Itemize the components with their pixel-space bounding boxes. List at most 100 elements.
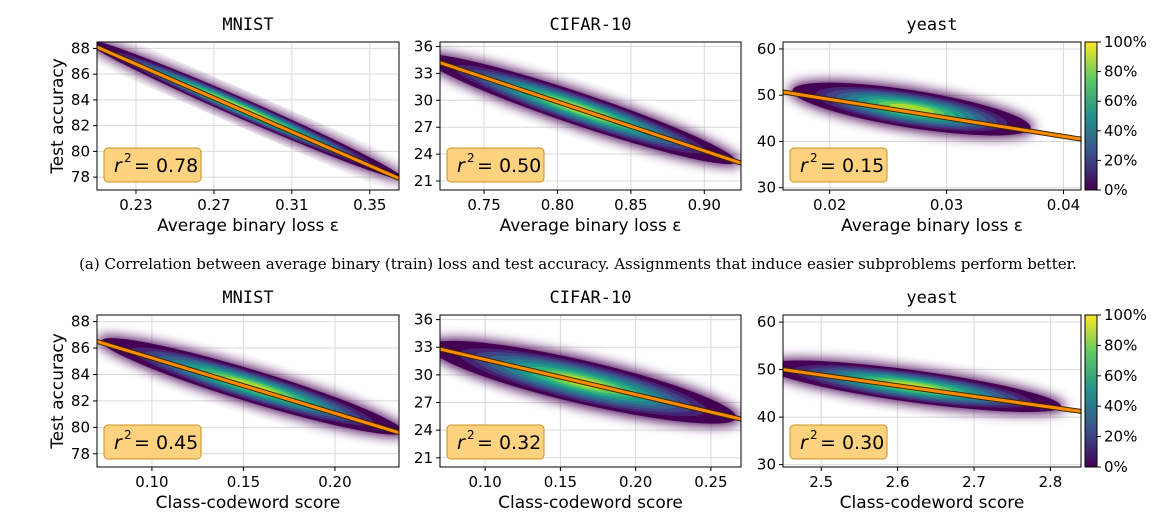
y-tick-label: 50 (757, 86, 776, 104)
x-axis-label: Average binary loss ε (500, 216, 682, 236)
axes-frame (439, 41, 742, 191)
colorbar-tick-label: 20% (1104, 428, 1137, 446)
y-tick-label: 60 (757, 40, 776, 58)
panel-title: CIFAR-10 (550, 288, 632, 308)
x-tick-label: 0.15 (544, 473, 577, 491)
x-tick-label: 0.04 (1047, 196, 1080, 214)
r2-exponent: 2 (467, 428, 475, 442)
colorbar-tick-label: 80% (1104, 336, 1137, 354)
r2-badge (446, 424, 545, 460)
chart-panel-1: 0.23 0.27 0.31 0.35 78 80 82 84 86 88 MNIST Average… (48, 15, 400, 236)
r2-exponent: 2 (124, 151, 132, 165)
y-tick-label: 24 (414, 421, 433, 439)
r2-badge (103, 424, 202, 460)
chart-panel-3: 0.02 0.03 0.04 30 40 50 60 yeast Average binary … (757, 15, 1082, 236)
y-tick-label: 88 (71, 39, 90, 57)
density-cloud (788, 80, 1035, 138)
axes-frame (96, 41, 400, 191)
y-tick-label: 82 (71, 392, 90, 410)
x-tick-label: 0.35 (353, 196, 386, 214)
r2-exponent: 2 (124, 428, 132, 442)
colorbar-tick-label: 40% (1104, 397, 1137, 415)
r2-badge (789, 147, 888, 183)
x-axis-label: Class-codeword score (840, 493, 1025, 513)
x-tick-label: 0.23 (119, 196, 152, 214)
colorbar-scale (1084, 41, 1098, 191)
r2-value: = 0.15 (820, 155, 884, 177)
x-axis-label: Average binary loss ε (841, 216, 1023, 236)
y-tick-label: 30 (757, 179, 776, 197)
y-tick-label: 86 (71, 65, 90, 83)
axes-frame (439, 314, 742, 468)
r2-value: = 0.78 (134, 155, 198, 177)
y-tick-label: 27 (414, 118, 433, 136)
y-tick-label: 21 (414, 172, 433, 190)
colorbar-tick-label: 40% (1104, 122, 1137, 140)
y-tick-label: 24 (414, 145, 433, 163)
x-tick-label: 0.02 (813, 196, 846, 214)
y-tick-label: 33 (414, 64, 433, 82)
y-tick-label: 80 (71, 142, 90, 160)
x-tick-label: 0.80 (541, 196, 574, 214)
y-tick-label: 88 (71, 313, 90, 331)
x-tick-label: 0.27 (197, 196, 230, 214)
colorbar: 0% 20% 40% 60% 80% 100% (1084, 33, 1147, 199)
colorbar-tick-label: 100% (1104, 33, 1147, 51)
x-tick-label: 0.10 (135, 473, 168, 491)
panel-title: yeast (906, 288, 957, 308)
y-tick-label: 30 (414, 91, 433, 109)
x-tick-label: 2.5 (809, 473, 833, 491)
panel-title: MNIST (222, 15, 273, 35)
r2-badge (446, 147, 545, 183)
colorbar: 0% 20% 40% 60% 80% 100% (1084, 306, 1147, 476)
r2-badge (103, 147, 202, 183)
r2-symbol: r (457, 155, 466, 177)
fit-line (783, 368, 1081, 413)
r2-exponent: 2 (467, 151, 475, 165)
colorbar-tick-label: 20% (1104, 151, 1137, 169)
x-tick-label: 2.6 (886, 473, 910, 491)
x-tick-label: 0.15 (227, 473, 260, 491)
r2-badge (789, 424, 888, 460)
panel-title: MNIST (222, 288, 273, 308)
y-tick-label: 50 (757, 361, 776, 379)
colorbar-scale (1084, 314, 1098, 468)
colorbar-tick-label: 100% (1104, 306, 1147, 324)
axes-frame (96, 314, 400, 468)
panel-title: CIFAR-10 (550, 15, 632, 35)
chart-panel-2: 0.75 0.80 0.85 0.90 21 24 27 30 33 36 CIFAR-10 Aver… (414, 15, 742, 236)
x-axis-label: Class-codeword score (156, 493, 341, 513)
chart-panel-5: 0.10 0.15 0.20 0.25 21 24 27 30 33 36 CIFAR-10 Clas… (414, 288, 742, 513)
r2-symbol: r (114, 432, 123, 454)
r2-value: = 0.45 (134, 432, 198, 454)
x-tick-label: 0.20 (318, 473, 351, 491)
fit-line (440, 347, 741, 421)
y-tick-label: 27 (414, 394, 433, 412)
y-tick-label: 21 (414, 449, 433, 467)
r2-symbol: r (800, 155, 809, 177)
y-axis-label: Test accuracy (48, 333, 68, 450)
x-tick-label: 2.8 (1039, 473, 1063, 491)
x-axis-label: Class-codeword score (498, 493, 683, 513)
colorbar-tick-label: 0% (1104, 181, 1128, 199)
x-tick-label: 0.03 (930, 196, 963, 214)
colorbar-tick-label: 60% (1104, 367, 1137, 385)
y-tick-label: 86 (71, 339, 90, 357)
panel-title: yeast (906, 15, 957, 35)
y-tick-label: 36 (414, 37, 433, 55)
r2-symbol: r (800, 432, 809, 454)
r2-exponent: 2 (810, 151, 818, 165)
y-tick-label: 78 (71, 168, 90, 186)
x-tick-label: 0.10 (468, 473, 501, 491)
y-tick-label: 60 (757, 313, 776, 331)
axes-frame (782, 314, 1082, 468)
x-tick-label: 0.90 (688, 196, 721, 214)
r2-exponent: 2 (810, 428, 818, 442)
y-tick-label: 80 (71, 418, 90, 436)
fit-line (97, 339, 399, 435)
y-tick-label: 84 (71, 365, 90, 383)
chart-panel-6: 2.5 2.6 2.7 2.8 30 40 50 60 yeast Class-codeword … (757, 288, 1082, 513)
fit-line (783, 90, 1081, 141)
colorbar-tick-label: 0% (1104, 458, 1128, 476)
